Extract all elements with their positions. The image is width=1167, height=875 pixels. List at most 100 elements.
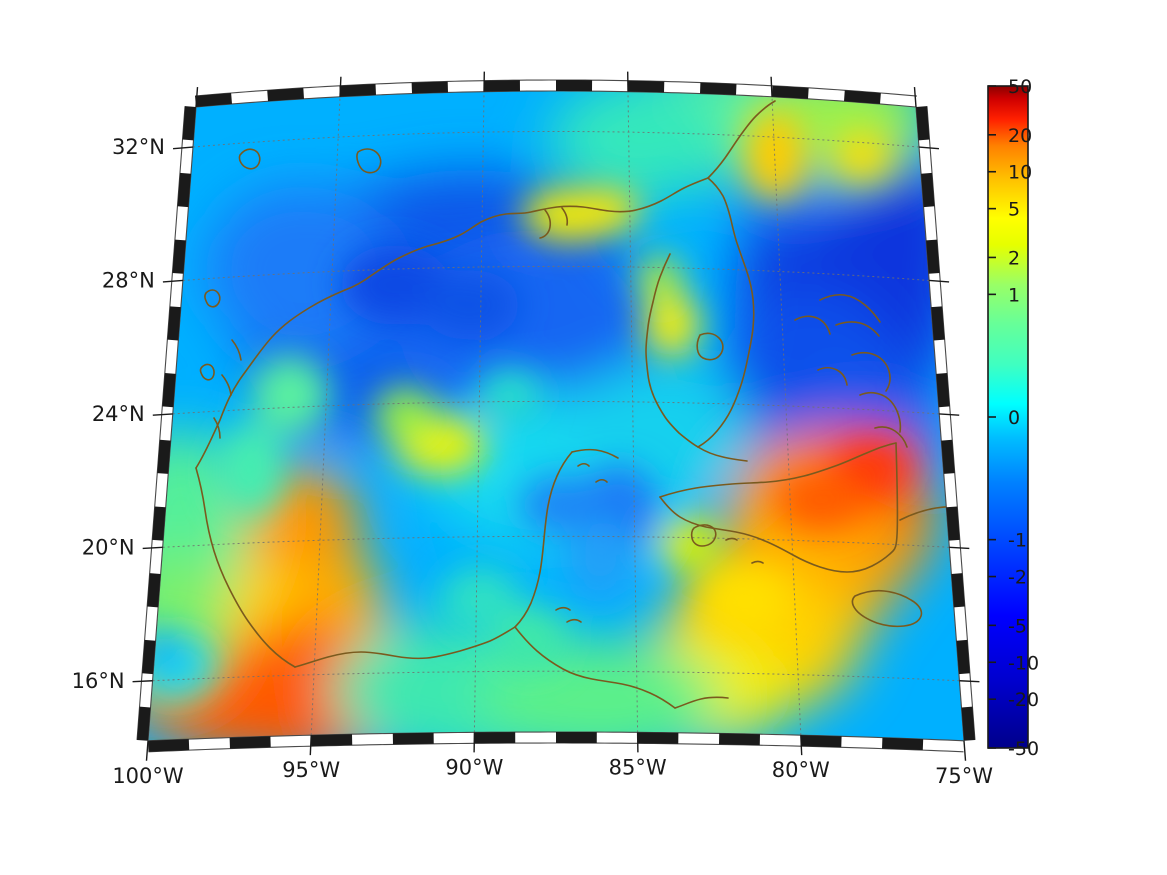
frame-tick-block bbox=[142, 639, 156, 675]
frame-outer-rail bbox=[926, 106, 976, 741]
latitude-tick bbox=[152, 413, 173, 416]
longitude-tick bbox=[195, 87, 199, 108]
longitude-tick bbox=[339, 76, 342, 97]
frame-tick-block bbox=[339, 84, 376, 97]
colorbar-tick-label-12: -50 bbox=[1008, 738, 1039, 760]
longitude-label-1: 95°W bbox=[282, 758, 340, 782]
colorbar-tick-label-10: -10 bbox=[1008, 652, 1039, 674]
frame-outer-rail bbox=[136, 106, 186, 741]
colorbar-tick-label-7: -1 bbox=[1008, 530, 1027, 552]
frame-tick-block bbox=[267, 87, 304, 102]
frame-tick-block bbox=[172, 239, 186, 274]
frame-tick-block bbox=[637, 732, 679, 744]
colorbar-tick-label-0: 50 bbox=[1008, 76, 1032, 98]
longitude-tick bbox=[800, 735, 803, 756]
latitude-tick bbox=[172, 146, 194, 150]
frame-tick-block bbox=[946, 506, 960, 541]
field-detail-blobs bbox=[148, 110, 908, 699]
colorbar-tick-label-6: 0 bbox=[1008, 407, 1020, 429]
gridline-meridian bbox=[310, 96, 341, 736]
frame-tick-block bbox=[148, 739, 190, 752]
frame-tick-block bbox=[137, 706, 151, 741]
frame-tick-block bbox=[483, 80, 520, 92]
frame-tick-block bbox=[147, 573, 161, 608]
frame-tick-block bbox=[311, 734, 353, 747]
frame-tick-block bbox=[926, 239, 940, 274]
frame-tick-block bbox=[392, 732, 434, 745]
latitude-label-1: 28°N bbox=[102, 268, 155, 292]
longitude-tick bbox=[963, 740, 967, 761]
gridline-parallel bbox=[192, 130, 920, 148]
map-frame bbox=[132, 71, 980, 761]
latitude-tick-labels: 32°N 28°N 24°N 20°N 16°N bbox=[72, 135, 165, 693]
frame-tick-block bbox=[844, 90, 881, 104]
latitude-tick bbox=[132, 680, 153, 683]
frame-tick-block bbox=[411, 81, 448, 94]
frame-inner-rail bbox=[915, 106, 965, 741]
latitude-tick bbox=[162, 279, 183, 283]
latitude-tick bbox=[918, 146, 940, 150]
frame-tick-block bbox=[936, 373, 950, 408]
frame-tick-block bbox=[628, 80, 665, 93]
frame-tick-block bbox=[921, 172, 935, 208]
frame-tick-block bbox=[556, 80, 593, 92]
frame-tick-block bbox=[182, 106, 196, 141]
coastlines bbox=[195, 100, 964, 709]
scalar-field bbox=[148, 91, 964, 741]
longitude-tick bbox=[770, 76, 773, 97]
frame-tick-block bbox=[474, 732, 516, 744]
longitude-label-0: 100°W bbox=[112, 764, 184, 788]
colorbar-tick-label-11: -20 bbox=[1008, 689, 1039, 711]
frame-tick-block bbox=[719, 733, 760, 746]
colorbar-tick-label-3: 5 bbox=[1008, 199, 1020, 221]
colorbar-tick-label-5: 1 bbox=[1008, 284, 1020, 306]
frame-tick-block bbox=[800, 735, 842, 748]
gridline-parallel bbox=[162, 535, 950, 548]
colorbar-tick-label-8: -2 bbox=[1008, 567, 1027, 589]
frame-tick-block bbox=[556, 732, 597, 744]
latitude-label-2: 24°N bbox=[92, 402, 145, 426]
longitude-label-3: 85°W bbox=[609, 755, 667, 779]
frame-tick-block bbox=[931, 306, 945, 341]
gridline-meridian bbox=[771, 96, 802, 736]
frame-tick-block bbox=[167, 306, 181, 341]
longitude-tick bbox=[309, 735, 312, 756]
frame-tick-block bbox=[157, 439, 171, 474]
colorbar-tick-label-9: -5 bbox=[1008, 615, 1027, 637]
latitude-label-0: 32°N bbox=[112, 135, 165, 159]
frame-tick-block bbox=[162, 373, 176, 408]
field-broad-blobs bbox=[148, 91, 964, 741]
gridline-meridian bbox=[627, 91, 639, 733]
latitude-tick bbox=[949, 546, 970, 550]
frame-tick-block bbox=[941, 439, 955, 474]
frame-tick-block bbox=[195, 92, 232, 107]
gridline-meridian bbox=[473, 91, 485, 733]
colorbar-tick-label-2: 10 bbox=[1008, 162, 1032, 184]
longitude-label-5: 75°W bbox=[935, 764, 993, 788]
longitude-tick-labels: 100°W 95°W 90°W 85°W 80°W 75°W bbox=[112, 755, 993, 787]
longitude-label-4: 80°W bbox=[772, 758, 830, 782]
frame-inner-rail bbox=[147, 106, 197, 741]
frame-tick-block bbox=[772, 85, 809, 99]
frame-tick-block bbox=[152, 506, 166, 541]
colorbar-tick-label-4: 2 bbox=[1008, 247, 1020, 269]
latitude-label-3: 20°N bbox=[82, 535, 135, 559]
colorbar-ticks bbox=[988, 85, 996, 749]
frame-tick-block bbox=[700, 82, 737, 95]
frame-tick-block bbox=[951, 573, 965, 608]
frame-tick-block bbox=[916, 106, 930, 141]
longitude-label-2: 90°W bbox=[445, 755, 503, 779]
latitude-tick bbox=[142, 546, 163, 550]
colorbar-tick-label-1: 20 bbox=[1008, 125, 1032, 147]
longitude-tick bbox=[913, 87, 917, 108]
latitude-tick bbox=[929, 279, 950, 283]
frame-tick-block bbox=[882, 737, 924, 751]
frame-tick-block bbox=[229, 736, 271, 749]
frame-tick-block bbox=[956, 639, 970, 675]
longitude-tick bbox=[145, 740, 149, 761]
latitude-tick bbox=[959, 680, 980, 683]
